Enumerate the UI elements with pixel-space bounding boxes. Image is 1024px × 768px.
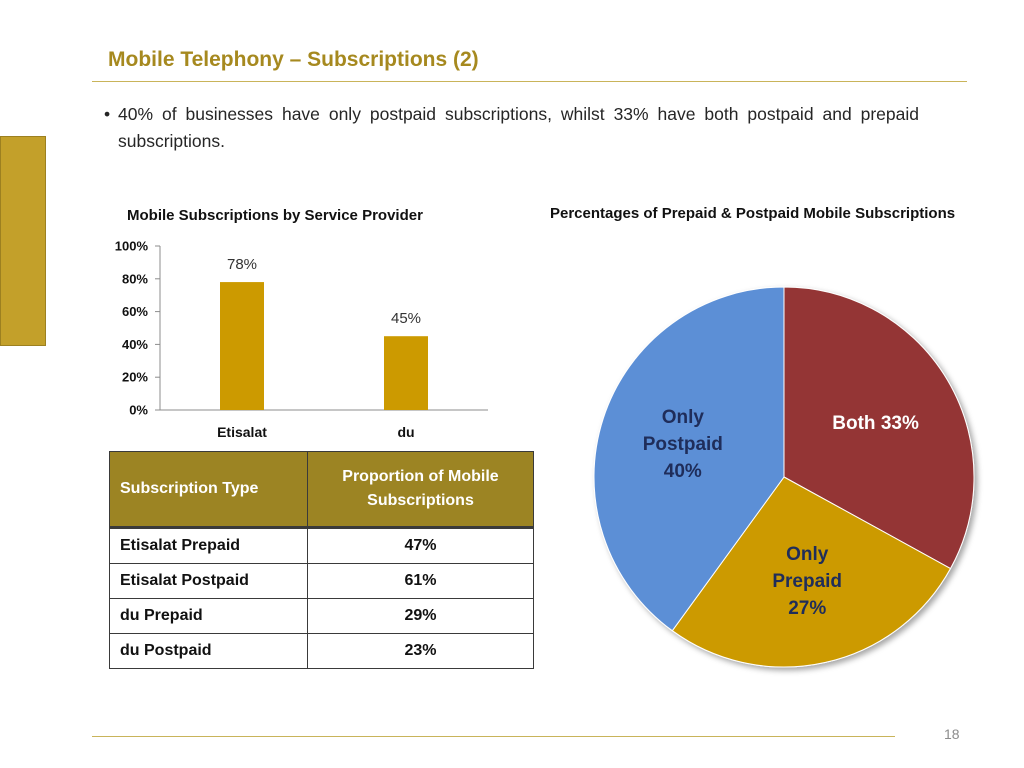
row-type: Etisalat Prepaid [109,526,308,564]
pie-slice-both [783,286,975,570]
title-divider [92,81,967,82]
pie-slice-label: Only Postpaid 40% [643,407,723,482]
row-type: du Prepaid [109,598,308,634]
table-row: Etisalat Postpaid 61% [109,563,534,599]
y-tick-label: 0% [129,403,148,418]
header-subscription-type: Subscription Type [109,451,308,528]
bar-chart: 0% 20% 40% 60% 80% 100% 78% Etisalat 45% du [115,239,488,440]
table-header-row: Subscription Type Proportion of Mobile S… [109,451,534,528]
y-tick-label: 100% [115,239,149,254]
accent-bar [0,136,46,346]
y-tick-label: 80% [122,271,148,286]
y-tick-label: 40% [122,337,148,352]
pie-slice-label: Both 33% [832,413,919,434]
pie-label-line: Postpaid [643,434,723,455]
y-tick-label: 60% [122,304,148,319]
x-category-label: du [397,424,414,440]
row-type: Etisalat Postpaid [109,563,308,599]
bar-data-label: 78% [227,256,257,273]
pie-chart-title: Percentages of Prepaid & Postpaid Mobile… [550,205,956,222]
x-category-label: Etisalat [217,424,267,440]
bullet-marker: • [104,104,111,124]
pie-label-line: Both 33% [832,413,919,434]
row-value: 23% [307,633,534,669]
bar-etisalat [220,282,264,410]
pie-label-line: 40% [664,461,702,482]
table-row: Etisalat Prepaid 47% [109,526,534,564]
bullet-point: • 40% of businesses have only postpaid s… [104,101,919,155]
pie-slice-label: Only Prepaid 27% [772,544,842,619]
pie-slice-only-prepaid [671,476,952,668]
pie-label-line: 27% [788,598,826,619]
y-tick-label: 20% [122,370,148,385]
table-row: du Postpaid 23% [109,633,534,669]
page-number: 18 [944,726,960,742]
pie-slices [593,286,975,668]
table-row: du Prepaid 29% [109,598,534,634]
bar-data-label: 45% [391,310,421,327]
footer-divider [92,736,895,737]
row-type: du Postpaid [109,633,308,669]
pie-label-line: Only [662,407,705,428]
pie-slice-only-postpaid [593,286,785,632]
bar-du [384,336,428,410]
row-value: 61% [307,563,534,599]
row-value: 29% [307,598,534,634]
header-proportion: Proportion of Mobile Subscriptions [307,451,534,528]
row-value: 47% [307,526,534,564]
bar-chart-title: Mobile Subscriptions by Service Provider [127,207,423,224]
pie-chart: Both 33% Only Prepaid 27% Only Postpaid 40% [593,286,975,668]
slide-title: Mobile Telephony – Subscriptions (2) [108,48,479,71]
subscription-table: Subscription Type Proportion of Mobile S… [109,451,534,669]
pie-label-line: Prepaid [772,571,842,592]
bullet-text: 40% of businesses have only postpaid sub… [118,104,919,151]
pie-label-line: Only [786,544,829,565]
